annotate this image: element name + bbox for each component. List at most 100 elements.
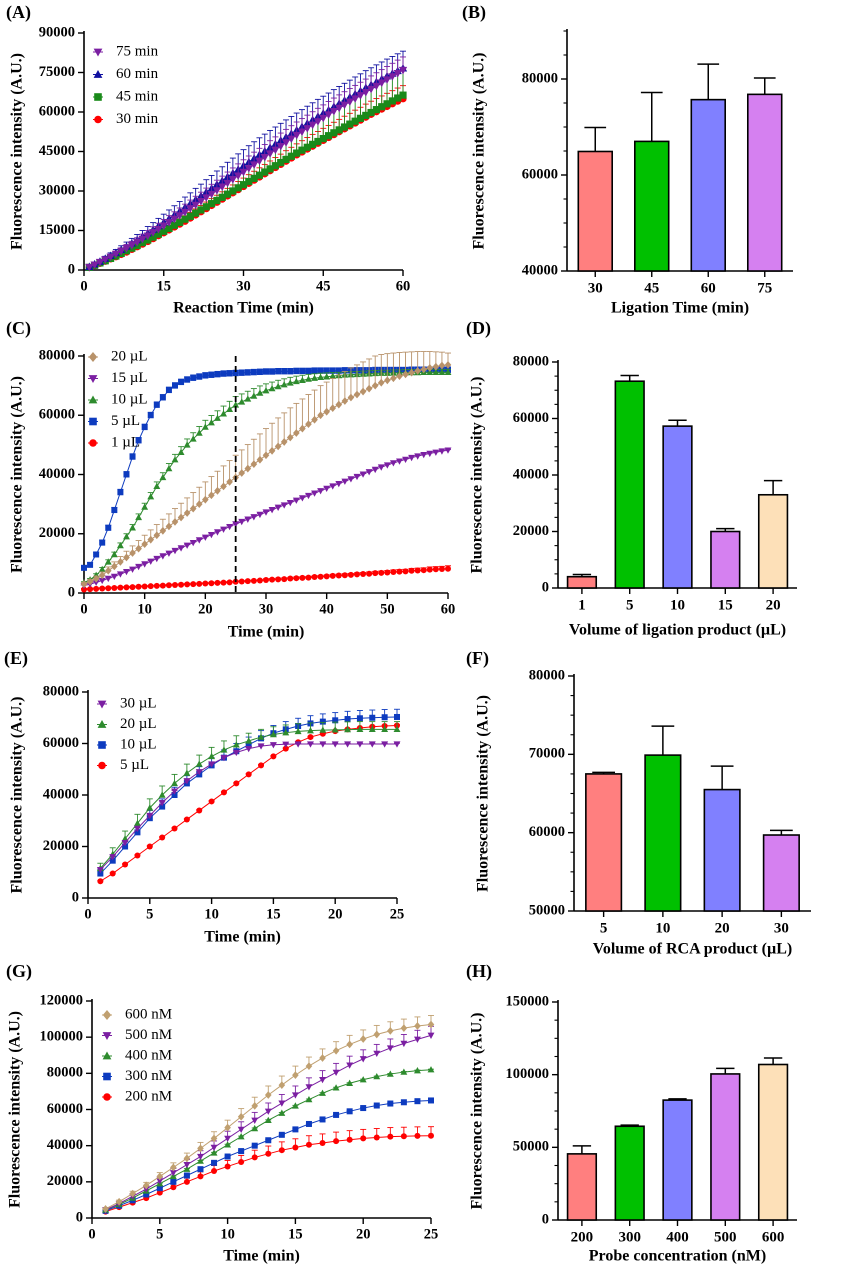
data-point [432, 368, 440, 375]
data-point [438, 361, 446, 370]
data-point [400, 1024, 408, 1033]
data-point [87, 586, 94, 593]
legend-label: 15 µL [111, 370, 148, 386]
legend-item: 15 µL [88, 370, 148, 386]
x-axis-label: Volume of RCA product (µL) [593, 941, 792, 958]
y-tick-label: 120000 [40, 992, 84, 1008]
data-point [93, 551, 100, 558]
data-point [129, 1189, 136, 1198]
data-point [196, 807, 203, 814]
data-point [226, 523, 234, 531]
data-point [311, 415, 318, 424]
data-point [218, 183, 227, 192]
data-point [360, 1105, 367, 1112]
data-point [393, 70, 402, 78]
data-point [226, 405, 234, 413]
data-point [255, 157, 264, 166]
data-point [226, 579, 233, 586]
data-point [123, 568, 130, 576]
x-tick-label: 50 [380, 601, 395, 617]
data-point [237, 1126, 245, 1133]
data-point [232, 521, 240, 528]
data-point [293, 429, 300, 437]
data-point [396, 458, 403, 465]
data-point [332, 1069, 340, 1077]
data-point [373, 1030, 381, 1039]
data-point [393, 741, 401, 748]
bar-group: 1 [566, 573, 598, 613]
data-point [256, 389, 264, 396]
data-point [257, 743, 265, 750]
data-point [170, 1184, 177, 1191]
data-point [201, 534, 209, 541]
data-point [129, 566, 136, 573]
data-point [373, 1050, 381, 1058]
data-point [341, 478, 349, 485]
bar [585, 773, 623, 912]
data-point [329, 404, 337, 413]
data-point [156, 1172, 164, 1181]
y-tick-label: 75000 [39, 64, 75, 80]
data-point [143, 232, 152, 241]
data-point [147, 583, 154, 590]
data-point [258, 762, 265, 769]
data-point [335, 104, 344, 113]
legend-item: 200 nM [102, 1088, 172, 1104]
data-point [293, 368, 300, 375]
data-point [387, 1100, 394, 1107]
data-point [192, 209, 200, 217]
data-point [183, 1178, 190, 1185]
data-point [87, 561, 94, 568]
legend-label: 1 µL [111, 434, 140, 450]
legend-item: 5 µL [88, 413, 140, 429]
data-point [292, 1144, 299, 1151]
legend-label: 30 min [116, 111, 159, 127]
data-point [207, 419, 215, 426]
data-point [238, 1148, 245, 1155]
data-point [81, 564, 87, 571]
data-point [197, 1153, 204, 1161]
x-tick-label: 25 [424, 1226, 439, 1242]
y-tick-label: 60000 [43, 735, 79, 751]
data-point [238, 518, 246, 526]
data-point [387, 1026, 394, 1035]
data-point [297, 128, 307, 137]
data-point [305, 1084, 313, 1091]
data-point [109, 857, 116, 864]
x-tick-label: 5 [146, 906, 153, 922]
data-point [299, 574, 306, 581]
data-point [353, 473, 361, 481]
legend-marker [98, 741, 106, 749]
data-point [238, 469, 246, 477]
data-point [335, 126, 343, 134]
data-point [160, 227, 168, 235]
data-point [201, 423, 209, 430]
data-point [133, 819, 141, 827]
data-point [281, 576, 288, 583]
panel-tag: (B) [462, 2, 486, 23]
data-point [141, 424, 148, 431]
x-axis-label: Volume of ligation product (µL) [569, 622, 786, 639]
data-point [153, 482, 161, 490]
data-point [101, 256, 110, 264]
data-point [226, 478, 233, 486]
data-point [122, 861, 129, 868]
data-point [264, 1116, 272, 1124]
data-point [98, 577, 106, 585]
data-point [117, 557, 124, 566]
bar [614, 1125, 645, 1221]
data-point [414, 567, 421, 574]
data-point [129, 453, 136, 460]
bar [566, 1153, 598, 1221]
y-tick-label: 0 [76, 1209, 83, 1225]
bar-group: 400 [662, 1098, 693, 1245]
data-point [210, 1144, 218, 1152]
data-point [191, 201, 200, 210]
data-point [97, 878, 104, 885]
data-point [427, 1066, 435, 1073]
data-point [127, 242, 136, 250]
data-point [261, 168, 269, 176]
data-point [265, 1137, 272, 1144]
x-tick-label: 0 [80, 601, 87, 617]
data-point [159, 222, 168, 231]
